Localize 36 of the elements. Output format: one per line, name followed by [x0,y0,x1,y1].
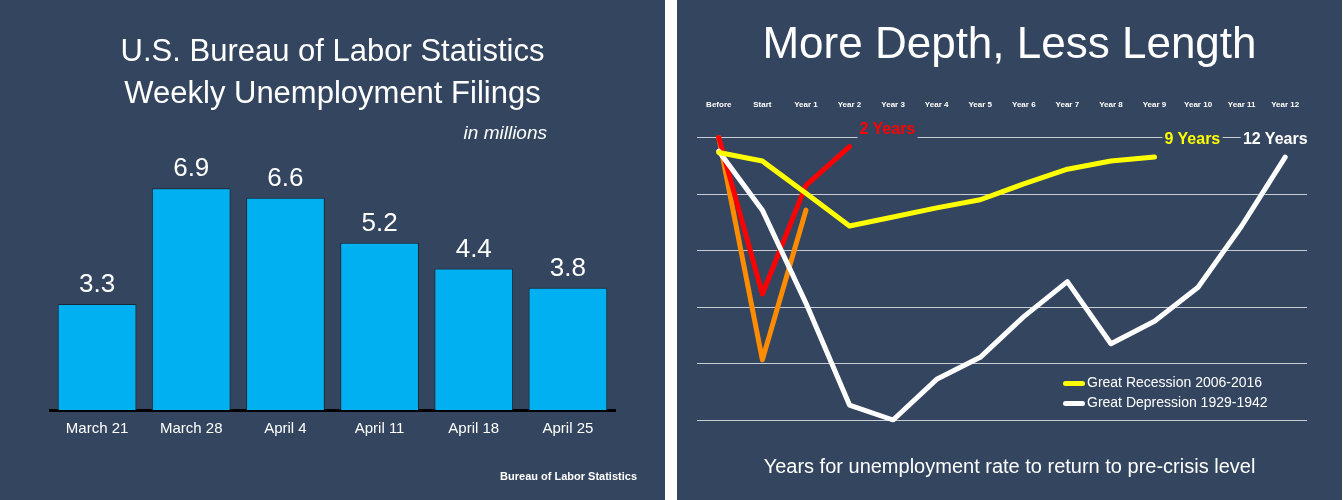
data-label: 5.2 [361,207,398,238]
x-tick-label: Year 8 [1099,100,1124,109]
x-tick-label: April 4 [264,419,307,437]
x-tick-label: Start [753,100,772,109]
data-label: 3.8 [549,252,586,283]
x-tick-label: Year 11 [1227,100,1256,109]
annotation: 12 Years [1242,130,1308,148]
data-label: 4.4 [455,232,492,263]
x-tick-label: Year 7 [1055,100,1080,109]
x-tick-label: Year 5 [968,100,993,109]
x-tick-label: Year 12 [1271,100,1300,109]
annotation: 9 Years [1164,130,1221,148]
data-label: 6.9 [173,152,210,183]
x-tick-label: Year 9 [1142,100,1167,109]
chart-title: More Depth, Less Length [761,18,1258,68]
x-axis-title: Years for unemployment rate to return to pre-crisis level [762,455,1257,478]
legend-label: Great Recession 2006-2016 [1086,373,1264,392]
data-label: 6.6 [267,162,304,193]
x-tick-label: April 25 [542,419,594,437]
data-label: 3.3 [79,268,116,299]
chart-title: U.S. Bureau of Labor Statistics Weekly Unemployment Filings [119,32,546,112]
x-tick-label: Year 10 [1184,100,1213,109]
legend-label: Great Depression 1929-1942 [1086,393,1268,412]
annotation: 2 Years [859,120,916,138]
x-tick-label: March 21 [65,419,129,437]
x-tick-label: Year 6 [1012,100,1037,109]
x-tick-label: Year 2 [837,100,862,109]
x-tick-label: Year 4 [924,100,949,109]
x-tick-label: April 11 [354,419,405,437]
x-tick-label: Before [706,100,732,109]
x-tick-label: Year 3 [881,100,906,109]
text: Bureau of Labor Statistics [500,470,637,482]
x-tick-label: Year 1 [794,100,819,109]
x-tick-label: April 18 [448,419,500,437]
x-tick-label: March 28 [159,419,223,437]
chart-subtitle: in millions [463,122,547,144]
